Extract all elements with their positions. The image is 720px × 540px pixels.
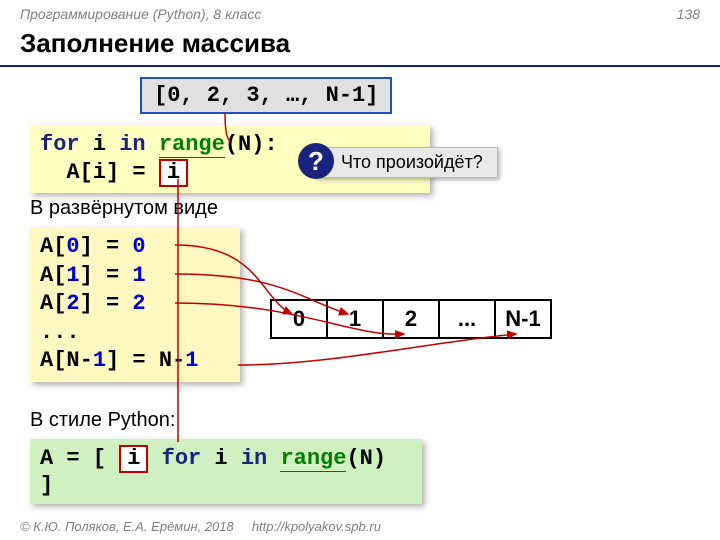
keyword-for-2: for — [162, 446, 202, 471]
slide-title: Заполнение массива — [0, 26, 720, 67]
keyword-in-2: in — [241, 446, 267, 471]
cell-0: 0 — [271, 300, 327, 338]
exp-line-3: A[2] = 2 — [40, 290, 230, 319]
keyword-for: for — [40, 132, 80, 157]
exp-line-2: A[1] = 1 — [40, 262, 230, 291]
range-display: [0, 2, 3, …, N-1] — [140, 77, 392, 114]
cell-dots: ... — [439, 300, 495, 338]
keyword-range-2: range — [280, 446, 346, 472]
code-comprehension: A = [ i for i in range(N) ] — [30, 439, 422, 504]
exp-line-1: A[0] = 0 — [40, 233, 230, 262]
question-callout: Что произойдёт? — [314, 147, 498, 178]
i-variable-box: i — [159, 159, 188, 187]
cell-1: 1 — [327, 300, 383, 338]
cell-2: 2 — [383, 300, 439, 338]
exp-line-5: A[N-1] = N-1 — [40, 347, 230, 376]
page-number: 138 — [677, 6, 700, 22]
cell-nminus1: N-1 — [495, 300, 551, 338]
keyword-in: in — [119, 132, 145, 157]
exp-line-4: ... — [40, 319, 230, 348]
question-icon: ? — [298, 143, 334, 179]
course-name: Программирование (Python), 8 класс — [20, 6, 261, 22]
i-variable-box-2: i — [119, 445, 148, 473]
slide-content: [0, 2, 3, …, N-1] for i in range(N): A[i… — [0, 67, 720, 87]
slide-footer: © К.Ю. Поляков, Е.А. Ерёмин, 2018 http:/… — [20, 519, 381, 534]
code-expanded: A[0] = 0 A[1] = 1 A[2] = 2 ... A[N-1] = … — [30, 227, 240, 382]
subtitle-expanded: В развёрнутом виде — [30, 197, 218, 220]
subtitle-python: В стиле Python: — [30, 409, 175, 432]
keyword-range: range — [159, 132, 225, 158]
array-table: 0 1 2 ... N-1 — [270, 299, 552, 339]
footer-url: http://kpolyakov.spb.ru — [252, 519, 381, 534]
slide-header: Программирование (Python), 8 класс 138 — [0, 0, 720, 26]
footer-authors: © К.Ю. Поляков, Е.А. Ерёмин, 2018 — [20, 519, 234, 534]
